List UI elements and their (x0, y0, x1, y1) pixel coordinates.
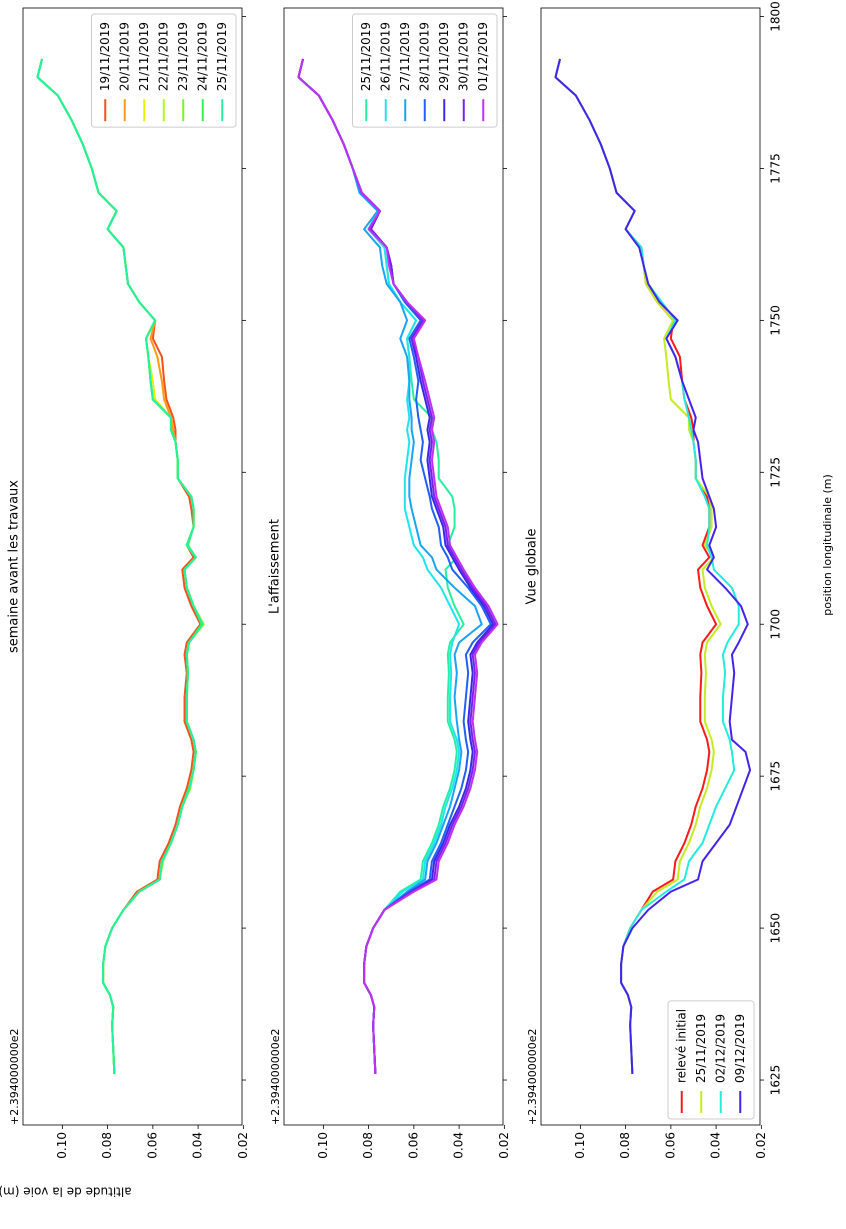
legend-label: 26/11/2019 (378, 22, 392, 91)
data-line (554, 58, 740, 1074)
x-tick-label: 1700 (769, 609, 783, 640)
legend: 19/11/2019 20/11/2019 21/11/2019 22/11/2019… (91, 13, 237, 128)
data-line (554, 58, 752, 1074)
axes-frame (540, 7, 761, 1126)
y-tick-label: 0.06 (145, 1132, 159, 1159)
legend-label: 25/11/2019 (694, 1014, 708, 1083)
axes-frame (22, 7, 243, 1126)
axes-frame (283, 7, 504, 1126)
legend-label: 02/12/2019 (713, 1014, 727, 1083)
x-tick-label: 1775 (769, 153, 783, 184)
x-tick-label: 1675 (769, 761, 783, 792)
x-tick-label: 1800 (769, 1, 783, 32)
chart-title: semaine avant les travaux (7, 480, 22, 653)
legend-label: 25/11/2019 (359, 22, 373, 91)
y-tick-label: 0.06 (663, 1132, 677, 1159)
legend-box (352, 13, 498, 128)
y-tick-label: 0.02 (236, 1132, 250, 1159)
y-tick-label: 0.10 (55, 1132, 69, 1159)
legend-label: 24/11/2019 (195, 22, 209, 91)
legend-label: 22/11/2019 (156, 22, 170, 91)
x-tick-label: 1650 (769, 913, 783, 944)
y-tick-label: 0.10 (573, 1132, 587, 1159)
legend-label: 23/11/2019 (176, 22, 190, 91)
x-tick-label: 1725 (769, 457, 783, 488)
legend-label: 25/11/2019 (215, 22, 229, 91)
y-tick-label: 0.02 (754, 1132, 768, 1159)
legend-label: 20/11/2019 (117, 22, 131, 91)
y-tick-label: 0.04 (191, 1132, 205, 1159)
data-line (36, 58, 204, 1074)
legend-label: 28/11/2019 (417, 22, 431, 91)
chart-title: Vue globale (525, 528, 540, 604)
chart-title: L'affaissement (268, 519, 283, 614)
legend: 25/11/2019 26/11/2019 27/11/2019 28/11/2019… (352, 13, 498, 128)
legend-label: relevé initial (674, 1009, 688, 1083)
y-offset-label: +2.394000000e2 (269, 1029, 282, 1125)
y-tick-label: 0.08 (100, 1132, 114, 1159)
y-tick-label: 0.08 (618, 1132, 632, 1159)
legend-box (91, 13, 237, 128)
y-tick-label: 0.04 (709, 1132, 723, 1159)
x-axis-label: position longitudinale (m) (821, 474, 834, 616)
legend-box (667, 1000, 755, 1120)
legend-label: 27/11/2019 (398, 22, 412, 91)
y-offset-label: +2.394000000e2 (8, 1029, 21, 1125)
legend: relevé initial 25/11/2019 02/12/2019 09/12/… (667, 1000, 755, 1120)
x-tick-label: 1625 (769, 1065, 783, 1096)
legend-label: 30/11/2019 (456, 22, 470, 91)
legend-label: 19/11/2019 (98, 22, 112, 91)
y-tick-label: 0.06 (406, 1132, 420, 1159)
legend-label: 29/11/2019 (437, 22, 451, 91)
y-tick-label: 0.10 (316, 1132, 330, 1159)
y-axis-label: altitude de la voie (m) (0, 1185, 132, 1199)
legend-label: 21/11/2019 (137, 22, 151, 91)
legend-label: 09/12/2019 (733, 1014, 747, 1083)
y-offset-label: +2.394000000e2 (526, 1029, 539, 1125)
y-tick-label: 0.04 (452, 1132, 466, 1159)
y-tick-label: 0.02 (497, 1132, 511, 1159)
rotated-figure: altitude de la voie (m) 0.10 0.08 0.06 0.04… (0, 1, 834, 1198)
y-tick-label: 0.08 (361, 1132, 375, 1159)
x-tick-label: 1750 (769, 305, 783, 336)
data-line (297, 58, 499, 1074)
legend-label: 01/12/2019 (476, 22, 490, 91)
